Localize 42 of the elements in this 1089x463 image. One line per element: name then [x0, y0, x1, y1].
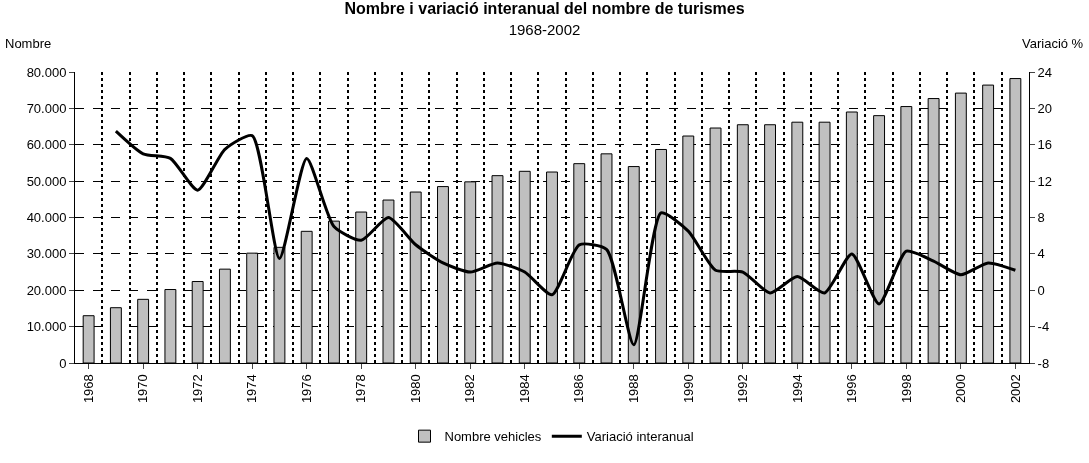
x-tick-label: 1988 — [625, 374, 641, 404]
y2-tick-label: 16 — [1037, 137, 1053, 153]
x-tick-label: 1972 — [189, 374, 205, 404]
y-tick-label: 60.000 — [26, 137, 67, 153]
legend-label: Variació interanual — [586, 429, 694, 445]
x-tick-label: 2000 — [953, 374, 969, 404]
x-tick-label: 1978 — [353, 374, 369, 404]
y-tick-label: 50.000 — [26, 173, 67, 189]
x-tick-label: 1990 — [680, 374, 696, 404]
y2-tick-label: 12 — [1037, 173, 1053, 189]
y2-axis-title: Variació % — [1022, 36, 1084, 51]
y-tick-label: 0 — [59, 355, 67, 371]
legend-label: Nombre vehicles — [444, 429, 542, 445]
x-tick-label: 1970 — [135, 374, 151, 404]
y2-tick-label: -8 — [1037, 355, 1050, 371]
y-tick-label: 40.000 — [26, 210, 67, 226]
x-tick-label: 1980 — [407, 374, 423, 404]
y2-tick-label: 8 — [1037, 210, 1045, 226]
x-tick-label: 1998 — [898, 374, 914, 404]
x-tick-label: 1986 — [571, 374, 587, 404]
x-tick-label: 1976 — [298, 374, 314, 404]
y-tick-label: 20.000 — [26, 282, 67, 298]
y2-tick-label: -4 — [1037, 319, 1050, 335]
y-axis-title: Nombre — [5, 36, 52, 51]
x-tick-label: 1982 — [462, 374, 478, 404]
chart-title: Nombre i variació interanual del nombre de turismes — [344, 0, 745, 17]
y2-tick-label: 24 — [1037, 64, 1053, 80]
chart-subtitle: 1968-2002 — [508, 20, 581, 38]
x-tick-label: 2002 — [1007, 374, 1023, 404]
x-tick-label: 1996 — [844, 374, 860, 404]
x-tick-label: 1984 — [516, 374, 532, 404]
y-tick-label: 10.000 — [26, 319, 67, 335]
y2-tick-label: 20 — [1037, 100, 1053, 116]
y-tick-label: 70.000 — [26, 100, 67, 116]
y2-tick-label: 4 — [1037, 246, 1045, 262]
y2-tick-label: 0 — [1037, 282, 1045, 298]
x-tick-label: 1968 — [80, 374, 96, 404]
x-tick-label: 1994 — [789, 374, 805, 404]
y-tick-label: 80.000 — [26, 64, 67, 80]
x-tick-label: 1974 — [244, 374, 260, 404]
x-tick-label: 1992 — [735, 374, 751, 404]
y-tick-label: 30.000 — [26, 246, 67, 262]
